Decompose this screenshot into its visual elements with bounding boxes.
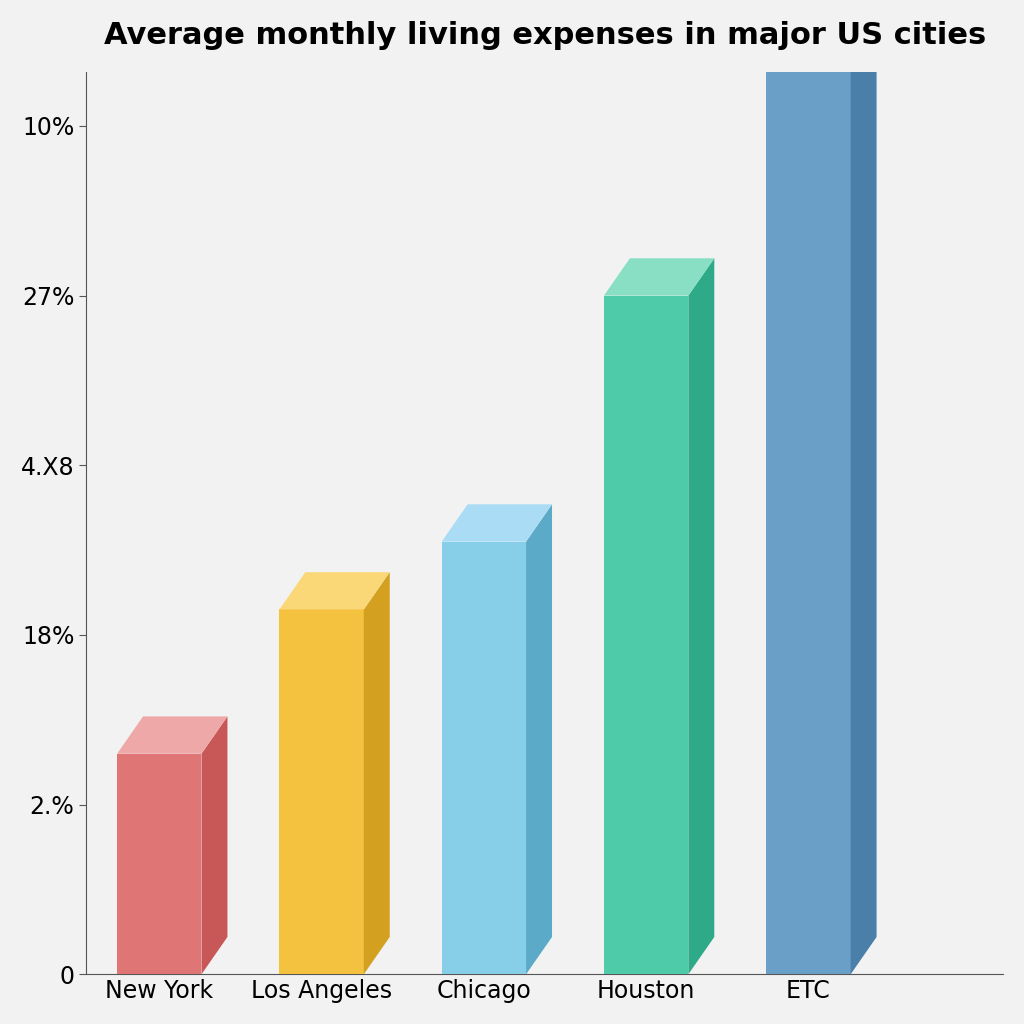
Polygon shape [280, 609, 364, 974]
Polygon shape [117, 754, 202, 974]
Polygon shape [441, 542, 526, 974]
Polygon shape [766, 67, 851, 974]
Polygon shape [851, 30, 877, 974]
Polygon shape [526, 504, 552, 974]
Polygon shape [441, 504, 552, 542]
Polygon shape [117, 717, 227, 754]
Polygon shape [766, 30, 877, 67]
Polygon shape [280, 572, 390, 609]
Polygon shape [688, 258, 715, 974]
Polygon shape [364, 572, 390, 974]
Title: Average monthly living expenses in major US cities: Average monthly living expenses in major… [103, 20, 986, 50]
Polygon shape [202, 717, 227, 974]
Polygon shape [604, 258, 715, 296]
Polygon shape [604, 296, 688, 974]
